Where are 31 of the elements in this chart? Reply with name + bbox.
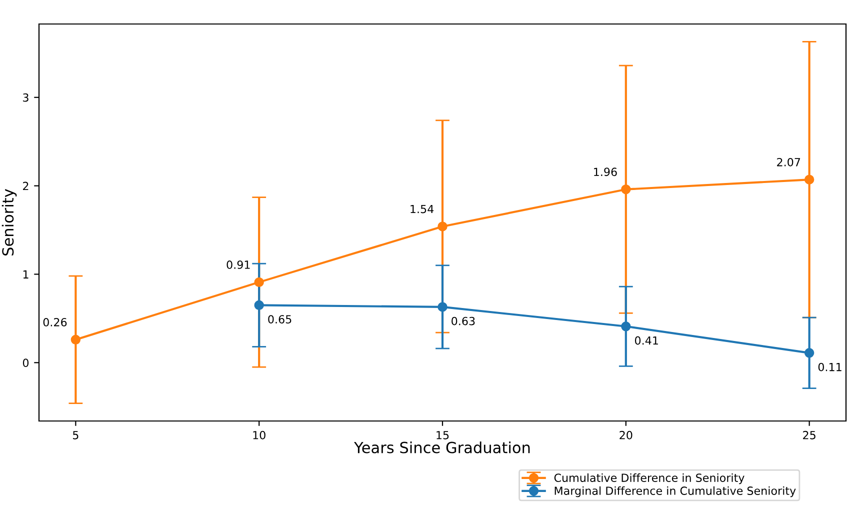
data-label: 0.41 <box>634 336 658 345</box>
legend-label: Cumulative Difference in Seniority <box>554 473 744 484</box>
data-label: 0.63 <box>452 316 475 326</box>
point <box>804 348 814 358</box>
y-tick-label: 3 <box>23 93 28 102</box>
x-tick-label: 5 <box>73 431 78 440</box>
x-tick-label: 20 <box>620 430 632 440</box>
data-label: 0.11 <box>818 362 842 372</box>
y-tick-label: 0 <box>22 358 29 368</box>
data-label: 1.54 <box>410 204 434 214</box>
data-label: 2.07 <box>777 158 800 166</box>
y-tick-label: 2 <box>23 182 28 190</box>
data-label: 0.26 <box>43 318 67 326</box>
point <box>438 302 448 312</box>
x-tick-label: 25 <box>803 430 816 440</box>
point <box>804 174 814 184</box>
point <box>621 322 631 332</box>
point <box>254 277 264 288</box>
x-axis-title: Years Since Graduation <box>354 441 530 454</box>
data-label: 0.65 <box>268 315 292 324</box>
legend-label: Marginal Difference in Cumulative Seniority <box>554 486 796 498</box>
y-tick-label: 1 <box>23 270 28 278</box>
data-label: 0.91 <box>226 260 250 269</box>
point <box>254 300 264 310</box>
x-tick-label: 15 <box>436 431 449 440</box>
point <box>70 334 81 345</box>
x-tick-label: 10 <box>253 430 266 440</box>
point <box>621 184 631 194</box>
y-axis-title: Seniority <box>2 188 17 256</box>
point <box>438 222 448 232</box>
data-label: 1.96 <box>594 168 617 176</box>
